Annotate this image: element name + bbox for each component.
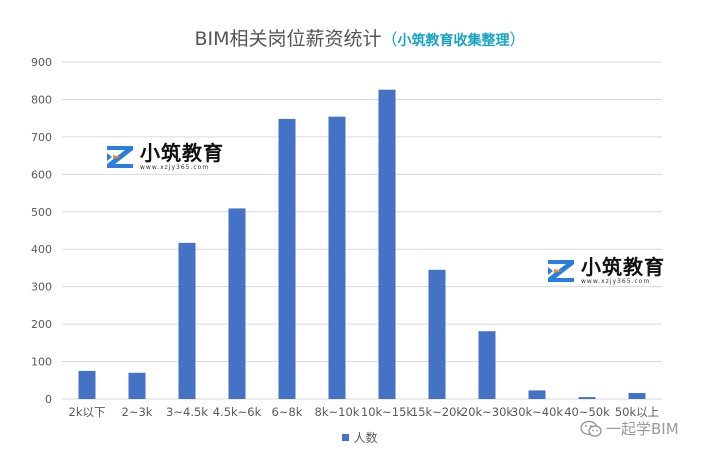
bar [128,372,146,399]
brand-logo-name: 小筑教育 [581,255,665,279]
bar [228,208,246,399]
chart-legend: 人数 [0,429,720,446]
subtitle-open-paren: （ [381,30,398,49]
y-tick-label: 200 [31,318,52,331]
y-tick-label: 0 [45,393,52,406]
y-tick-label: 900 [31,56,52,69]
bar [378,89,396,399]
legend-swatch [342,434,350,441]
bar [428,269,446,399]
x-tick-label: 6~8k [272,405,303,419]
brand-logo-icon [548,259,574,282]
chart-title: BIM相关岗位薪资统计（小筑教育收集整理） [0,24,720,51]
watermark-text: 一起学BIM [606,420,679,438]
x-tick-label: 40~50k [564,405,610,419]
x-tick-label: 30k~40k [511,405,564,419]
y-tick-label: 600 [31,168,52,181]
y-tick-label: 700 [31,131,52,144]
brand-logo: 小筑教育 www.xzjy365.com [105,142,224,171]
y-tick-label: 300 [31,281,52,294]
wechat-icon [580,420,602,437]
brand-logo-icon [107,145,133,168]
x-tick-label: 2k以下 [69,405,106,419]
y-tick-label: 100 [31,356,52,369]
subtitle-close-paren: ） [509,30,526,49]
bar [478,331,496,399]
x-tick-label: 50k以上 [615,405,659,419]
x-tick-label: 15k~20k [411,405,464,419]
x-tick-label: 20k~30k [461,405,514,419]
x-tick-label: 4.5k~6k [213,405,262,419]
watermark: 一起学BIM [580,418,679,439]
bar [178,242,196,399]
brand-logo-name: 小筑教育 [140,141,224,165]
brand-logo-url: www.xzjy365.com [140,164,210,171]
y-tick-label: 500 [31,206,52,219]
x-tick-label: 10k~15k [361,405,414,419]
bar [628,393,646,399]
bar [578,397,596,399]
brand-logo-url: www.xzjy365.com [581,278,651,285]
x-tick-label: 2~3k [122,405,153,419]
y-tick-label: 800 [31,93,52,106]
x-tick-label: 8k~10k [315,405,360,419]
bar [328,116,346,400]
bar [528,390,546,399]
bar [278,118,296,399]
chart-subtitle: 小筑教育收集整理 [397,33,510,49]
chart-title-text: BIM相关岗位薪资统计 [194,28,382,50]
legend-label: 人数 [353,431,378,445]
brand-logo: 小筑教育 www.xzjy365.com [546,256,665,285]
x-tick-label: 3~4.5k [166,405,208,419]
bar [78,370,96,399]
y-tick-label: 400 [31,243,52,256]
